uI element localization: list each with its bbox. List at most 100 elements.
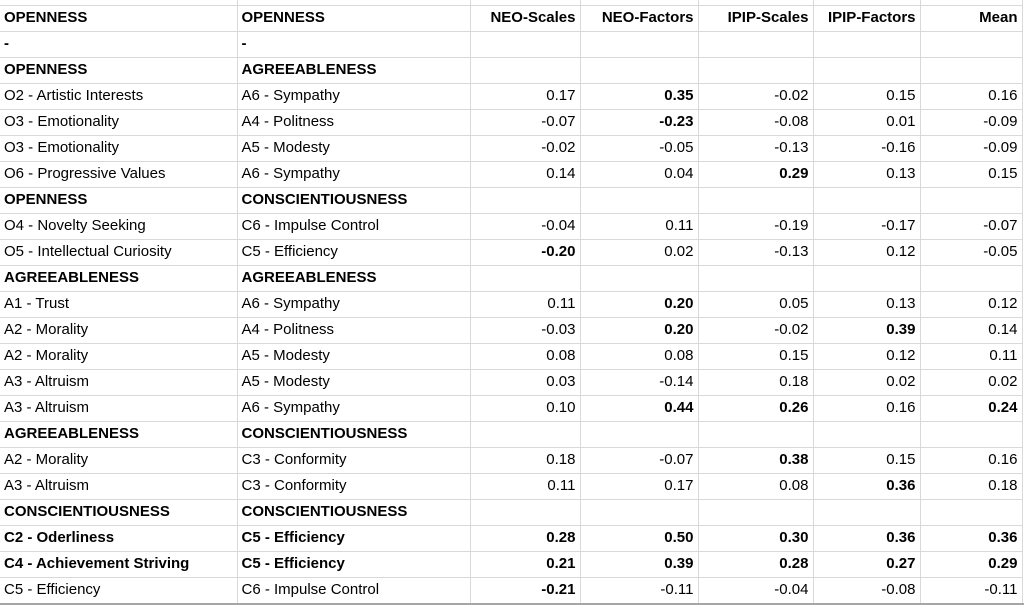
header-cell[interactable]: NEO-Factors (580, 5, 699, 32)
value-cell[interactable]: 0.11 (470, 291, 581, 318)
value-cell[interactable] (698, 499, 814, 526)
value-cell[interactable]: 0.26 (698, 395, 814, 422)
label-cell[interactable]: C6 - Impulse Control (237, 577, 471, 604)
label-cell[interactable]: O4 - Novelty Seeking (0, 213, 238, 240)
value-cell[interactable] (580, 265, 699, 292)
value-cell[interactable]: 0.17 (580, 473, 699, 500)
value-cell[interactable]: 0.17 (470, 83, 581, 110)
value-cell[interactable]: -0.08 (813, 577, 921, 604)
header-cell[interactable]: IPIP-Factors (813, 5, 921, 32)
label-cell[interactable]: C5 - Efficiency (237, 551, 471, 578)
label-cell[interactable]: A5 - Modesty (237, 135, 471, 162)
value-cell[interactable]: 0.21 (470, 551, 581, 578)
value-cell[interactable] (813, 421, 921, 448)
value-cell[interactable] (470, 265, 581, 292)
value-cell[interactable]: 0.12 (813, 343, 921, 370)
value-cell[interactable]: 0.50 (580, 525, 699, 552)
value-cell[interactable]: 0.08 (580, 343, 699, 370)
value-cell[interactable]: 0.39 (813, 317, 921, 344)
value-cell[interactable]: 0.24 (920, 395, 1023, 422)
value-cell[interactable]: -0.07 (580, 447, 699, 474)
label-cell[interactable]: CONSCIENTIOUSNESS (237, 187, 471, 214)
value-cell[interactable] (698, 31, 814, 58)
value-cell[interactable] (920, 421, 1023, 448)
value-cell[interactable]: 0.28 (698, 551, 814, 578)
value-cell[interactable]: 0.11 (920, 343, 1023, 370)
label-cell[interactable]: O5 - Intellectual Curiosity (0, 239, 238, 266)
header-cell[interactable]: OPENNESS (0, 5, 238, 32)
value-cell[interactable]: 0.03 (470, 369, 581, 396)
value-cell[interactable] (813, 57, 921, 84)
value-cell[interactable] (920, 265, 1023, 292)
value-cell[interactable]: 0.29 (698, 161, 814, 188)
value-cell[interactable] (813, 265, 921, 292)
label-cell[interactable]: A5 - Modesty (237, 343, 471, 370)
value-cell[interactable]: 0.44 (580, 395, 699, 422)
value-cell[interactable]: 0.08 (470, 343, 581, 370)
label-cell[interactable]: A3 - Altruism (0, 395, 238, 422)
value-cell[interactable]: 0.16 (920, 83, 1023, 110)
value-cell[interactable]: 0.11 (580, 213, 699, 240)
label-cell[interactable]: A6 - Sympathy (237, 83, 471, 110)
value-cell[interactable]: 0.35 (580, 83, 699, 110)
value-cell[interactable]: -0.16 (813, 135, 921, 162)
value-cell[interactable]: 0.13 (813, 291, 921, 318)
value-cell[interactable]: 0.18 (470, 447, 581, 474)
value-cell[interactable]: 0.18 (698, 369, 814, 396)
value-cell[interactable]: 0.02 (813, 369, 921, 396)
value-cell[interactable]: 0.20 (580, 291, 699, 318)
label-cell[interactable]: C3 - Conformity (237, 473, 471, 500)
value-cell[interactable] (470, 57, 581, 84)
value-cell[interactable]: 0.29 (920, 551, 1023, 578)
value-cell[interactable]: 0.36 (920, 525, 1023, 552)
value-cell[interactable]: -0.11 (580, 577, 699, 604)
label-cell[interactable]: A1 - Trust (0, 291, 238, 318)
value-cell[interactable]: 0.20 (580, 317, 699, 344)
value-cell[interactable]: -0.11 (920, 577, 1023, 604)
value-cell[interactable]: 0.15 (813, 447, 921, 474)
value-cell[interactable] (470, 499, 581, 526)
value-cell[interactable]: -0.21 (470, 577, 581, 604)
label-cell[interactable]: A6 - Sympathy (237, 291, 471, 318)
value-cell[interactable]: -0.13 (698, 239, 814, 266)
label-cell[interactable]: A3 - Altruism (0, 369, 238, 396)
value-cell[interactable]: 0.36 (813, 525, 921, 552)
label-cell[interactable]: OPENNESS (0, 57, 238, 84)
value-cell[interactable]: 0.14 (470, 161, 581, 188)
value-cell[interactable] (920, 31, 1023, 58)
value-cell[interactable]: 0.15 (813, 83, 921, 110)
label-cell[interactable]: A6 - Sympathy (237, 395, 471, 422)
value-cell[interactable]: 0.13 (813, 161, 921, 188)
value-cell[interactable]: -0.23 (580, 109, 699, 136)
value-cell[interactable] (698, 265, 814, 292)
value-cell[interactable]: 0.15 (920, 161, 1023, 188)
value-cell[interactable] (470, 187, 581, 214)
value-cell[interactable]: 0.16 (813, 395, 921, 422)
label-cell[interactable]: A6 - Sympathy (237, 161, 471, 188)
value-cell[interactable] (580, 187, 699, 214)
value-cell[interactable]: 0.01 (813, 109, 921, 136)
label-cell[interactable]: O3 - Emotionality (0, 135, 238, 162)
value-cell[interactable]: -0.04 (698, 577, 814, 604)
label-cell[interactable]: C5 - Efficiency (0, 577, 238, 604)
value-cell[interactable]: 0.28 (470, 525, 581, 552)
value-cell[interactable]: 0.38 (698, 447, 814, 474)
value-cell[interactable]: -0.08 (698, 109, 814, 136)
value-cell[interactable]: 0.11 (470, 473, 581, 500)
value-cell[interactable]: -0.17 (813, 213, 921, 240)
value-cell[interactable] (470, 31, 581, 58)
label-cell[interactable]: C3 - Conformity (237, 447, 471, 474)
value-cell[interactable]: 0.12 (813, 239, 921, 266)
label-cell[interactable]: A3 - Altruism (0, 473, 238, 500)
label-cell[interactable]: C2 - Oderliness (0, 525, 238, 552)
value-cell[interactable]: 0.30 (698, 525, 814, 552)
value-cell[interactable]: 0.12 (920, 291, 1023, 318)
value-cell[interactable]: 0.02 (580, 239, 699, 266)
value-cell[interactable]: -0.02 (470, 135, 581, 162)
value-cell[interactable] (920, 187, 1023, 214)
value-cell[interactable]: -0.03 (470, 317, 581, 344)
value-cell[interactable]: -0.02 (698, 317, 814, 344)
value-cell[interactable] (813, 31, 921, 58)
value-cell[interactable]: 0.10 (470, 395, 581, 422)
label-cell[interactable]: C4 - Achievement Striving (0, 551, 238, 578)
